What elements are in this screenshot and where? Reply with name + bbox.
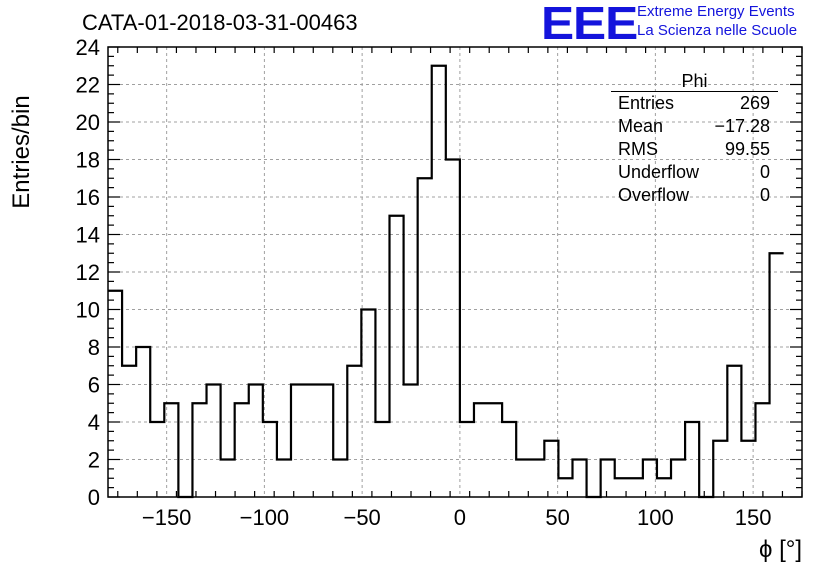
x-tick-label: 0 (454, 505, 466, 530)
histogram-bin (347, 366, 361, 497)
stats-row-entries: Entries 269 (611, 92, 778, 115)
x-tick-label: 50 (545, 505, 569, 530)
logo-line-2: La Scienza nelle Scuole (637, 22, 798, 39)
histogram-bin (601, 460, 615, 498)
stats-value: 99.55 (724, 139, 770, 159)
histogram-bin (460, 422, 474, 497)
histogram-bin (277, 460, 291, 498)
histogram-bin (390, 216, 404, 497)
y-tick-label: 12 (76, 260, 100, 285)
stats-label: Overflow (618, 185, 690, 205)
eee-logo: EEE (541, 0, 638, 49)
stats-value: −17.28 (714, 116, 770, 136)
histogram-bin (502, 422, 516, 497)
histogram-bin (150, 422, 164, 497)
histogram-bin (657, 478, 671, 497)
y-tick-label: 24 (76, 35, 100, 60)
stats-title: Phi (611, 71, 778, 92)
histogram-bin (291, 385, 305, 498)
stats-value: 0 (759, 162, 770, 182)
histogram-bin (361, 310, 375, 498)
histogram-series (108, 64, 784, 499)
histogram-bin (615, 478, 629, 497)
y-tick-label: 20 (76, 110, 100, 135)
histogram-bin (122, 366, 136, 497)
y-tick-label: 4 (88, 410, 100, 435)
histogram-bin (418, 178, 432, 497)
histogram-bin (305, 385, 319, 498)
y-tick-label: 14 (76, 223, 100, 248)
x-tick-label: 100 (637, 505, 674, 530)
x-tick-label: −100 (240, 505, 290, 530)
y-tick-label: 16 (76, 185, 100, 210)
x-tick-label: −150 (142, 505, 192, 530)
histogram-bin (375, 422, 389, 497)
histogram-bin (192, 403, 206, 497)
stats-label: RMS (618, 139, 658, 159)
histogram-bin (136, 347, 150, 497)
x-tick-label: −50 (343, 505, 380, 530)
histogram-bin (221, 460, 235, 498)
histogram-bin (319, 385, 333, 498)
stats-label: Underflow (618, 162, 700, 182)
y-tick-label: 2 (88, 448, 100, 473)
histogram-bin (643, 460, 657, 498)
stats-label: Entries (618, 93, 675, 113)
histogram-bin (432, 66, 446, 497)
y-tick-label: 0 (88, 485, 100, 510)
stats-box: Phi Entries 269 Mean −17.28 RMS 99.55 Un… (611, 71, 778, 207)
stats-value: 0 (759, 185, 770, 205)
histogram-bin (207, 385, 221, 498)
stats-row-overflow: Overflow 0 (611, 184, 778, 207)
histogram-bin (333, 460, 347, 498)
histogram-bin (446, 160, 460, 498)
histogram-bin (671, 460, 685, 498)
x-axis-label: ϕ [°] (758, 536, 802, 563)
histogram-bin (558, 478, 572, 497)
chart-title: CATA-01-2018-03-31-00463 (82, 10, 358, 35)
y-tick-label: 6 (88, 373, 100, 398)
histogram-bin (544, 441, 558, 497)
histogram-bin (164, 403, 178, 497)
histogram-bin (474, 403, 488, 497)
histogram-bin (488, 403, 502, 497)
histogram-bin (629, 478, 643, 497)
histogram-bin (755, 403, 769, 497)
x-tick-label: 150 (735, 505, 772, 530)
stats-row-underflow: Underflow 0 (611, 161, 778, 184)
stats-row-rms: RMS 99.55 (611, 138, 778, 161)
histogram-bin (770, 253, 784, 497)
histogram-bin (713, 441, 727, 497)
histogram-bin (404, 385, 418, 498)
histogram-bin (263, 422, 277, 497)
histogram-bin (572, 460, 586, 498)
stats-row-mean: Mean −17.28 (611, 115, 778, 138)
logo-line-1: Extreme Energy Events (637, 3, 795, 20)
y-axis-label: Entries/bin (8, 95, 35, 209)
y-tick-label: 8 (88, 335, 100, 360)
y-tick-label: 10 (76, 298, 100, 323)
histogram-bin (727, 366, 741, 497)
histogram-bin (741, 441, 755, 497)
stats-label: Mean (618, 116, 664, 136)
histogram-bin (235, 403, 249, 497)
histogram-bin (530, 460, 544, 498)
histogram-bin (249, 385, 263, 498)
logo-caption: Extreme Energy Events La Scienza nelle S… (637, 2, 797, 40)
stats-value: 269 (739, 93, 770, 113)
y-tick-label: 22 (76, 73, 100, 98)
y-tick-label: 18 (76, 148, 100, 173)
histogram-bin (685, 422, 699, 497)
